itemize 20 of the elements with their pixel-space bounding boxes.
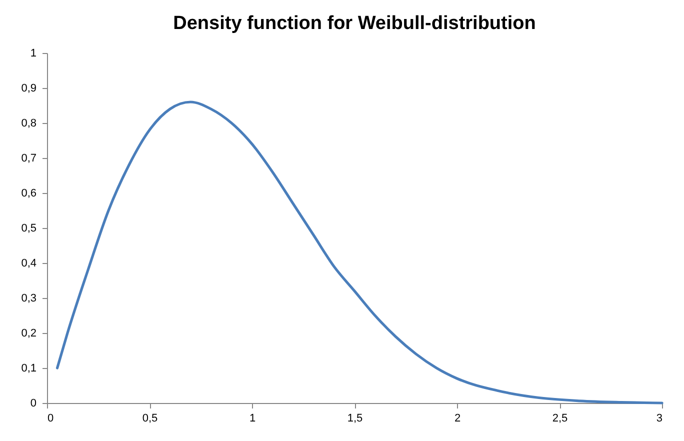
y-tick-label: 0 bbox=[30, 398, 36, 410]
x-tick-label: 1 bbox=[249, 412, 256, 424]
y-tick-label: 0,9 bbox=[21, 82, 36, 94]
chart-title: Density function for Weibull-distribution bbox=[173, 13, 536, 34]
x-tick-label: 0,5 bbox=[142, 412, 158, 424]
x-tick-label: 1,5 bbox=[347, 412, 363, 424]
y-tick-label: 0,5 bbox=[21, 222, 36, 234]
x-tick-label: 2,5 bbox=[552, 412, 568, 424]
y-tick-label: 0,1 bbox=[21, 362, 36, 374]
x-tick-label: 0 bbox=[48, 412, 54, 424]
y-tick-label: 0,4 bbox=[21, 258, 36, 270]
y-tick-label: 0,6 bbox=[21, 188, 36, 200]
y-tick-label: 0,2 bbox=[21, 328, 36, 340]
y-tick-label: 1 bbox=[30, 48, 36, 60]
line-series bbox=[56, 100, 664, 404]
y-tick-label: 0,7 bbox=[21, 152, 36, 164]
x-tick-label: 3 bbox=[656, 412, 662, 424]
y-tick-label: 0,8 bbox=[21, 118, 36, 130]
y-tick-label: 0,3 bbox=[21, 292, 36, 304]
x-tick-label: 2 bbox=[454, 412, 461, 424]
